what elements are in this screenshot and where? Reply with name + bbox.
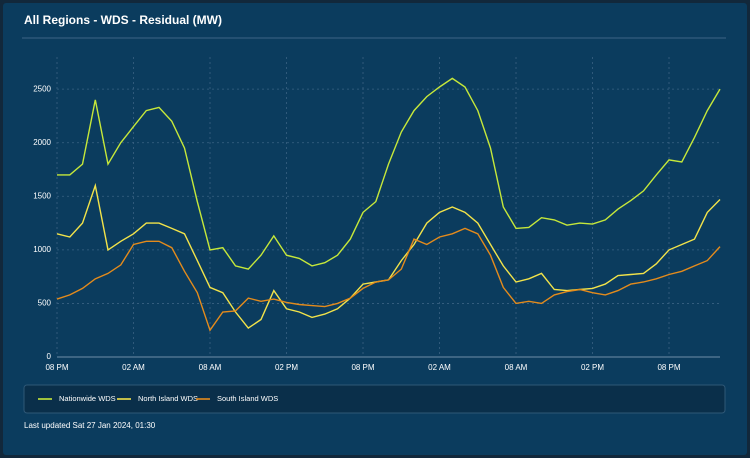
x-tick-label: 08 PM [45,363,68,372]
y-tick-label: 2500 [33,84,51,93]
x-tick-label: 02 PM [275,363,298,372]
series-line [56,227,721,332]
y-tick-label: 1500 [33,191,51,200]
y-tick-label: 0 [47,352,52,361]
legend-label: North Island WDS [138,394,198,403]
footer: Last updated Sat 27 Jan 2024, 01:30 [24,421,156,430]
x-tick-label: 02 PM [581,363,604,372]
x-tick-label: 08 PM [657,363,680,372]
x-tick-label: 08 AM [199,363,222,372]
x-tick-label: 02 AM [122,363,145,372]
y-tick-label: 2000 [33,138,51,147]
x-tick-label: 08 AM [505,363,528,372]
x-tick-label: 08 PM [351,363,374,372]
legend-label: South Island WDS [217,394,278,403]
y-tick-label: 1000 [33,245,51,254]
panel [3,3,747,455]
series-line [57,77,721,270]
chart-title: All Regions - WDS - Residual (MW) [24,13,222,27]
legend-box [23,384,726,414]
x-tick-label: 02 AM [428,363,451,372]
legend-label: Nationwide WDS [59,394,116,403]
y-tick-label: 500 [38,299,52,308]
